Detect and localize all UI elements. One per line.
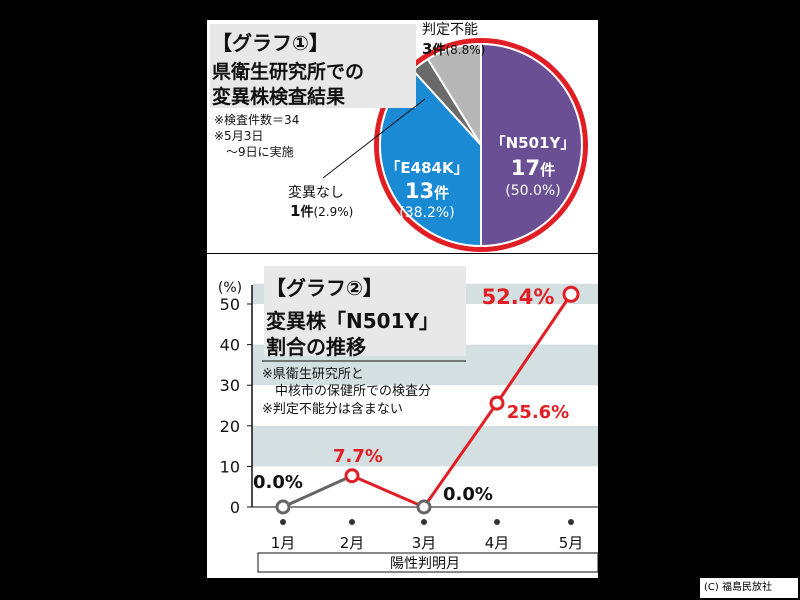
pie-label-undetermined-name: 判定不能 (422, 22, 478, 38)
pie-label-n501y-name: 「N501Y」 (491, 134, 576, 152)
grid-band-1 (252, 425, 598, 467)
x-tick-dot-1月 (280, 519, 286, 525)
x-tick-label-4月: 4月 (485, 534, 510, 552)
series-segment-2 (351, 474, 425, 509)
data-point-1月 (275, 499, 291, 515)
pie-subtitle-2: 変異株検査結果 (212, 85, 345, 108)
x-tick-label-2月: 2月 (340, 534, 365, 552)
line-title: 【グラフ②】 (266, 276, 383, 300)
line-subtitle-2: 割合の推移 (266, 335, 366, 359)
pie-title-box (210, 24, 416, 108)
data-point-4月 (489, 395, 505, 411)
pie-label-none-name: 変異なし (288, 184, 344, 201)
pie-label-e484k-pct: (38.2%) (399, 205, 454, 221)
pie-label-e484k-name: 「E484K」 (385, 159, 468, 177)
x-tick-dot-4月 (494, 519, 500, 525)
value-label-3月: 0.0% (443, 484, 493, 505)
pie-subtitle-1: 県衛生研究所での (212, 60, 364, 83)
series-segment-3 (422, 402, 499, 508)
line-subtitle-1: 変異株「N501Y」 (266, 309, 439, 333)
x-tick-label-3月: 3月 (412, 534, 437, 552)
series-segment-1 (282, 474, 353, 509)
y-tick-label-20: 20 (220, 417, 240, 436)
x-tick-label-5月: 5月 (559, 534, 584, 552)
y-tick-label-40: 40 (220, 336, 240, 355)
value-label-4月: 25.6% (507, 402, 569, 423)
value-label-2月: 7.7% (333, 446, 383, 467)
pie-slice-1 (480, 42, 583, 248)
data-point-3月 (416, 499, 432, 515)
pie-label-e484k-count: 13件 (405, 179, 449, 203)
x-tick-label-1月: 1月 (271, 534, 296, 552)
line-title-box (264, 266, 466, 356)
x-tick-dot-3月 (421, 519, 427, 525)
value-label-5月: 52.4% (482, 285, 555, 309)
y-unit-label: (%) (218, 280, 242, 296)
x-tick-dot-5月 (568, 519, 574, 525)
x-tick-dot-2月 (349, 519, 355, 525)
data-point-5月 (562, 285, 580, 303)
pie-label-none-count: 1件(2.9%) (290, 202, 353, 220)
x-axis-title-box (257, 552, 599, 573)
y-tick-label-30: 30 (220, 376, 240, 395)
y-tick-label-10: 10 (220, 457, 240, 476)
pie-title: 【グラフ①】 (212, 31, 329, 55)
pie-note-1: ※検査件数＝34 (214, 112, 299, 127)
line-note-3: ※判定不能分は含まない (262, 401, 403, 417)
credit: (C) 福島民放社 (700, 578, 798, 598)
x-axis-title: 陽性判明月 (390, 556, 460, 572)
pie-label-undetermined-count: 3件(8.8%) (422, 40, 485, 58)
pie-slice-4 (426, 42, 482, 149)
line-note-2: 中核市の保健所での検査分 (262, 383, 431, 399)
pie-label-n501y-pct: (50.0%) (505, 183, 560, 199)
pie-leader-none (322, 98, 426, 179)
pie-note-3: 〜9日に実施 (214, 144, 294, 159)
pie-label-n501y-count: 17件 (511, 156, 555, 180)
pie-note-2: ※5月3日 (214, 129, 263, 143)
series-segment-4 (495, 293, 573, 404)
value-label-1月: 0.0% (253, 472, 303, 493)
line-note-1: ※県衛生研究所と (262, 367, 364, 382)
data-point-2月 (344, 468, 360, 484)
y-tick-label-50: 50 (220, 295, 240, 314)
y-tick-label-0: 0 (230, 498, 240, 517)
